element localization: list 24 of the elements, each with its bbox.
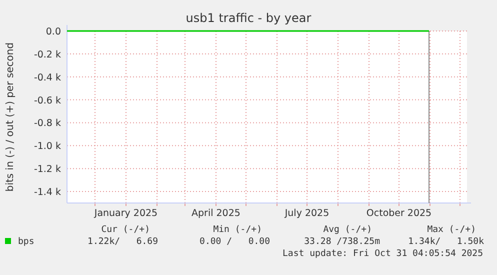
text: Min (-/+) [213,225,262,235]
text: Last update: Fri Oct 31 04:05:54 2025 [282,249,483,259]
legend-label: bps [18,237,34,247]
text: 1.34k/ 1.50k [408,237,485,247]
text: 1.22k/ 6.69 [88,237,158,247]
x-tick-label: July 2025 [284,208,330,219]
x-tick-label: October 2025 [366,208,432,219]
y-tick-label: 0.0 [46,26,61,38]
text: Max (-/+) [427,225,476,235]
y-tick-label: -0.8 k [34,118,62,130]
y-tick-label: -1.0 k [34,141,62,152]
y-tick-label: -0.4 k [34,72,62,84]
text: Avg (-/+) [323,225,372,235]
y-tick-label: -0.2 k [34,49,62,60]
y-tick-label: -1.2 k [34,164,62,176]
text: 33.28 /738.25m [304,237,380,247]
chart-title: usb1 traffic - by year [186,11,312,25]
y-axis-title: bits in (-) / out (+) per second [5,42,16,192]
y-tick-label: -1.4 k [34,187,62,198]
x-tick-label: April 2025 [192,208,240,219]
x-tick-label: January 2025 [93,208,158,219]
text: 0.00 / 0.00 [200,237,270,247]
text: Cur (-/+) [101,225,150,235]
y-tick-label: -0.6 k [34,95,62,106]
